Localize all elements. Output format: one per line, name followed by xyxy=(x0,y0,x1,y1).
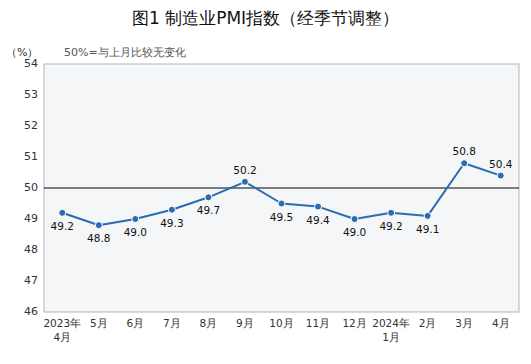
y-tick-label: 46 xyxy=(24,305,38,318)
x-tick-label: 12月 xyxy=(342,317,366,329)
subtitle: 50%=与上月比较无变化 xyxy=(64,46,186,59)
data-label: 49.0 xyxy=(343,226,366,238)
data-label: 49.5 xyxy=(270,211,293,223)
x-tick-label: 10月 xyxy=(269,317,293,329)
data-label: 50.2 xyxy=(233,164,256,176)
line xyxy=(62,163,500,225)
data-label: 50.8 xyxy=(452,145,475,157)
x-tick-label: 3月 xyxy=(455,317,473,329)
data-label: 49.0 xyxy=(124,226,147,238)
point xyxy=(315,203,322,210)
y-tick-label: 52 xyxy=(24,119,38,132)
y-tick-label: 51 xyxy=(24,150,38,163)
point xyxy=(241,178,248,185)
point xyxy=(132,216,139,223)
data-label: 48.8 xyxy=(87,232,110,244)
data-label: 49.2 xyxy=(51,220,74,232)
x-tick-label: 2月 xyxy=(419,317,437,329)
title: 图1 制造业PMI指数（经季节调整） xyxy=(132,8,399,28)
point xyxy=(461,160,468,167)
data-label: 49.7 xyxy=(197,204,220,216)
x-tick-label: 2024年1月 xyxy=(372,317,410,343)
y-tick-label: 54 xyxy=(24,57,38,70)
y-tick-label: 50 xyxy=(24,181,38,194)
plot-area xyxy=(44,64,519,312)
data-label: 49.3 xyxy=(160,217,183,229)
point xyxy=(59,209,66,216)
data-label: 50.4 xyxy=(489,158,513,170)
point xyxy=(497,172,504,179)
x-tick-label: 11月 xyxy=(306,317,330,329)
y-tick-label: 53 xyxy=(24,88,38,101)
point xyxy=(205,194,212,201)
x-tick-label: 5月 xyxy=(90,317,108,329)
y-tick-label: 47 xyxy=(24,274,38,287)
data-label: 49.1 xyxy=(416,223,439,235)
point xyxy=(168,206,175,213)
y-tick-label: 48 xyxy=(24,243,38,256)
point xyxy=(351,216,358,223)
x-tick-label: 6月 xyxy=(127,317,145,329)
point xyxy=(95,222,102,229)
point xyxy=(278,200,285,207)
x-tick-label: 2023年4月 xyxy=(43,317,81,343)
data-label: 49.4 xyxy=(306,214,330,226)
chart: 图1 制造业PMI指数（经季节调整）（%）50%=与上月比较无变化4647484… xyxy=(0,0,531,364)
x-tick-label: 8月 xyxy=(200,317,218,329)
point xyxy=(424,212,431,219)
x-tick-label: 7月 xyxy=(163,317,181,329)
point xyxy=(388,209,395,216)
data-group xyxy=(44,160,519,229)
y-tick-label: 49 xyxy=(24,212,38,225)
data-label: 49.2 xyxy=(379,220,402,232)
x-tick-label: 4月 xyxy=(492,317,510,329)
x-tick-label: 9月 xyxy=(236,317,254,329)
